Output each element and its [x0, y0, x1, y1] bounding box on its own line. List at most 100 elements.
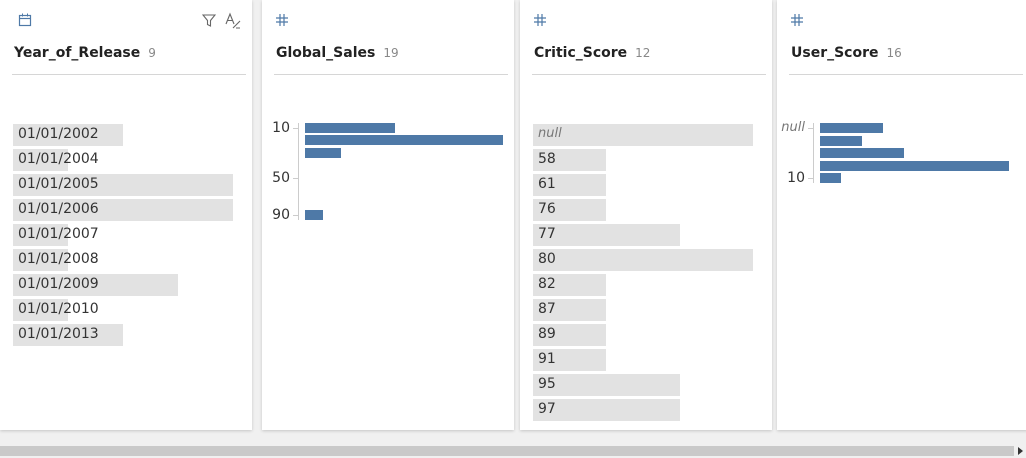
number-icon	[276, 14, 288, 26]
count-bar	[13, 324, 123, 346]
value-label: 95	[538, 376, 556, 392]
column-name-text: User_Score	[791, 45, 879, 61]
column-name: Year_of_Release 9	[14, 45, 156, 61]
value-row[interactable]: 97	[533, 399, 769, 421]
count-bar	[533, 324, 607, 346]
column-count: 12	[635, 46, 651, 60]
value-label: 01/01/2008	[18, 251, 99, 267]
count-bar	[13, 249, 68, 271]
value-label: 01/01/2006	[18, 201, 99, 217]
value-row[interactable]: 76	[533, 199, 769, 221]
value-label: 01/01/2010	[18, 301, 99, 317]
bin-label: 50	[272, 169, 290, 186]
count-bar	[533, 149, 607, 171]
column-name-text: Critic_Score	[534, 45, 628, 61]
number-icon	[791, 14, 803, 26]
bin-label: null	[781, 120, 805, 135]
bin-label: 10	[272, 120, 290, 136]
value-row[interactable]: 01/01/2004	[13, 149, 249, 171]
value-label: 01/01/2002	[18, 126, 99, 142]
column-name-text: Year_of_Release	[14, 45, 141, 61]
value-label: 01/01/2009	[18, 276, 99, 292]
value-label: 01/01/2004	[18, 151, 99, 167]
value-row[interactable]: 61	[533, 174, 769, 196]
value-label: 89	[538, 326, 556, 342]
value-label: 82	[538, 276, 556, 292]
filter-icon[interactable]	[202, 14, 216, 28]
calendar-icon	[18, 13, 32, 27]
column-count: 9	[148, 46, 156, 60]
histogram-bar	[305, 147, 341, 158]
column-name: Critic_Score 12	[534, 45, 650, 61]
value-row[interactable]: 80	[533, 249, 769, 271]
value-row[interactable]: 89	[533, 324, 769, 346]
column-card: Global_Sales 19 10 50 90	[262, 0, 514, 430]
count-bar	[533, 124, 753, 146]
count-bar	[13, 224, 68, 246]
value-row[interactable]: 01/01/2009	[13, 274, 249, 296]
value-label: 01/01/2005	[18, 176, 99, 192]
column-card: Year_of_Release 9 01/01/2002 01/01/2004 01/0…	[0, 0, 252, 430]
histogram-bar	[820, 123, 883, 133]
value-row[interactable]: 01/01/2002	[13, 124, 249, 146]
count-bar	[13, 299, 68, 321]
header-divider	[274, 74, 508, 75]
count-bar	[533, 274, 607, 296]
histogram-bar	[820, 160, 1009, 171]
horizontal-scrollbar[interactable]	[0, 446, 1014, 456]
value-row[interactable]: 82	[533, 274, 769, 296]
count-bar	[533, 349, 607, 371]
histogram-bar	[305, 135, 503, 146]
column-card: Critic_Score 12 null 58 61 76 77 80 82 87 89 91 95 97	[520, 0, 772, 430]
scroll-arrow[interactable]	[1017, 446, 1025, 456]
column-name-text: Global_Sales	[276, 45, 376, 61]
value-row[interactable]: 87	[533, 299, 769, 321]
bin-tick	[293, 215, 298, 216]
count-bar	[533, 199, 607, 221]
histogram-bar	[305, 210, 323, 220]
value-row[interactable]: 01/01/2007	[13, 224, 249, 246]
count-bar	[533, 299, 607, 321]
count-bar	[533, 374, 680, 396]
count-bar	[13, 124, 123, 146]
count-bar	[533, 224, 680, 246]
count-bar	[533, 249, 753, 271]
value-row[interactable]: 91	[533, 349, 769, 371]
column-count: 19	[383, 46, 399, 60]
count-bar	[13, 174, 233, 196]
value-label: 01/01/2013	[18, 326, 99, 342]
value-row[interactable]: 58	[533, 149, 769, 171]
axis-bracket	[298, 123, 299, 220]
count-bar	[13, 274, 178, 296]
column-name: User_Score 16	[791, 45, 902, 61]
value-row[interactable]: 01/01/2008	[13, 249, 249, 271]
count-bar	[13, 199, 233, 221]
histogram-bar	[305, 123, 395, 133]
value-label: 97	[538, 401, 556, 417]
value-label: 80	[538, 251, 556, 267]
value-label: 58	[538, 151, 556, 167]
value-label: 01/01/2007	[18, 226, 99, 242]
value-row[interactable]: 01/01/2005	[13, 174, 249, 196]
value-row[interactable]: 01/01/2013	[13, 324, 249, 346]
value-row[interactable]: 01/01/2010	[13, 299, 249, 321]
value-row[interactable]: 01/01/2006	[13, 199, 249, 221]
count-bar	[533, 174, 607, 196]
histogram-bar	[820, 173, 841, 183]
clean-icon[interactable]	[224, 12, 242, 30]
value-row[interactable]: 77	[533, 224, 769, 246]
bin-label: 10	[787, 170, 805, 186]
bin-tick	[808, 128, 813, 129]
bin-label: 90	[272, 207, 290, 223]
count-bar	[13, 149, 68, 171]
value-label: 76	[538, 201, 556, 217]
header-divider	[532, 74, 766, 75]
column-count: 16	[886, 46, 902, 60]
value-row[interactable]: null	[533, 124, 769, 146]
histogram-bar	[820, 148, 904, 158]
value-label: 87	[538, 301, 556, 317]
value-label: 77	[538, 226, 556, 242]
value-row[interactable]: 95	[533, 374, 769, 396]
bin-tick	[808, 178, 813, 179]
column-name: Global_Sales 19	[276, 45, 399, 61]
